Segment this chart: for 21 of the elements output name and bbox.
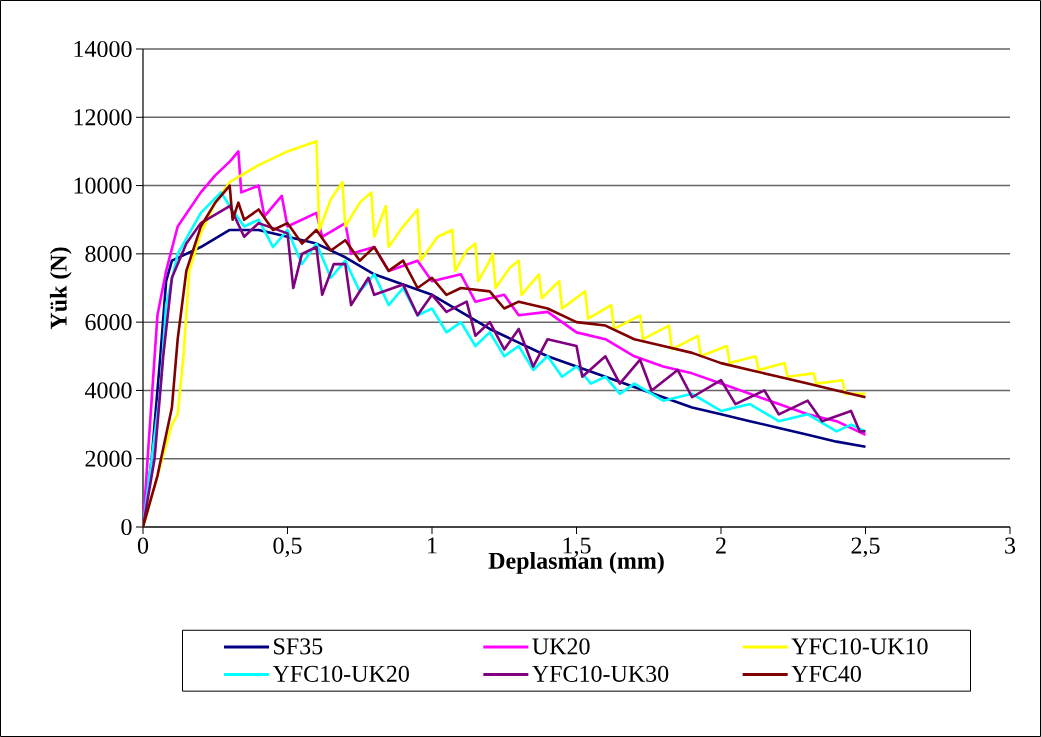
y-tick-label: 0 bbox=[121, 518, 132, 536]
x-tick-label: 1 bbox=[428, 537, 437, 554]
legend-label: YFC10-UK30 bbox=[532, 665, 669, 682]
y-tick-label: 12000 bbox=[74, 109, 132, 126]
x-tick-label: 0,5 bbox=[273, 537, 302, 558]
y-tick-label: 6000 bbox=[85, 314, 132, 331]
y-tick-label: 4000 bbox=[84, 382, 132, 399]
legend-label: YFC40 bbox=[791, 665, 861, 682]
y-tick-label: 14000 bbox=[74, 40, 132, 58]
y-tick-label: 2000 bbox=[85, 450, 132, 467]
x-tick-label: 0 bbox=[137, 537, 149, 554]
y-tick-label: 8000 bbox=[85, 245, 132, 262]
x-tick-label: 2,5 bbox=[851, 537, 880, 558]
legend-label: SF35 bbox=[274, 638, 323, 655]
x-tick-label: 3 bbox=[1005, 537, 1016, 554]
x-tick-label: 2 bbox=[716, 537, 726, 554]
legend-label: YFC10-UK10 bbox=[791, 638, 928, 655]
legend-label: YFC10-UK20 bbox=[272, 665, 409, 682]
y-axis-title: Yük (N) bbox=[49, 247, 72, 330]
y-tick-label: 10000 bbox=[74, 177, 132, 194]
legend-label: UK20 bbox=[532, 638, 590, 655]
